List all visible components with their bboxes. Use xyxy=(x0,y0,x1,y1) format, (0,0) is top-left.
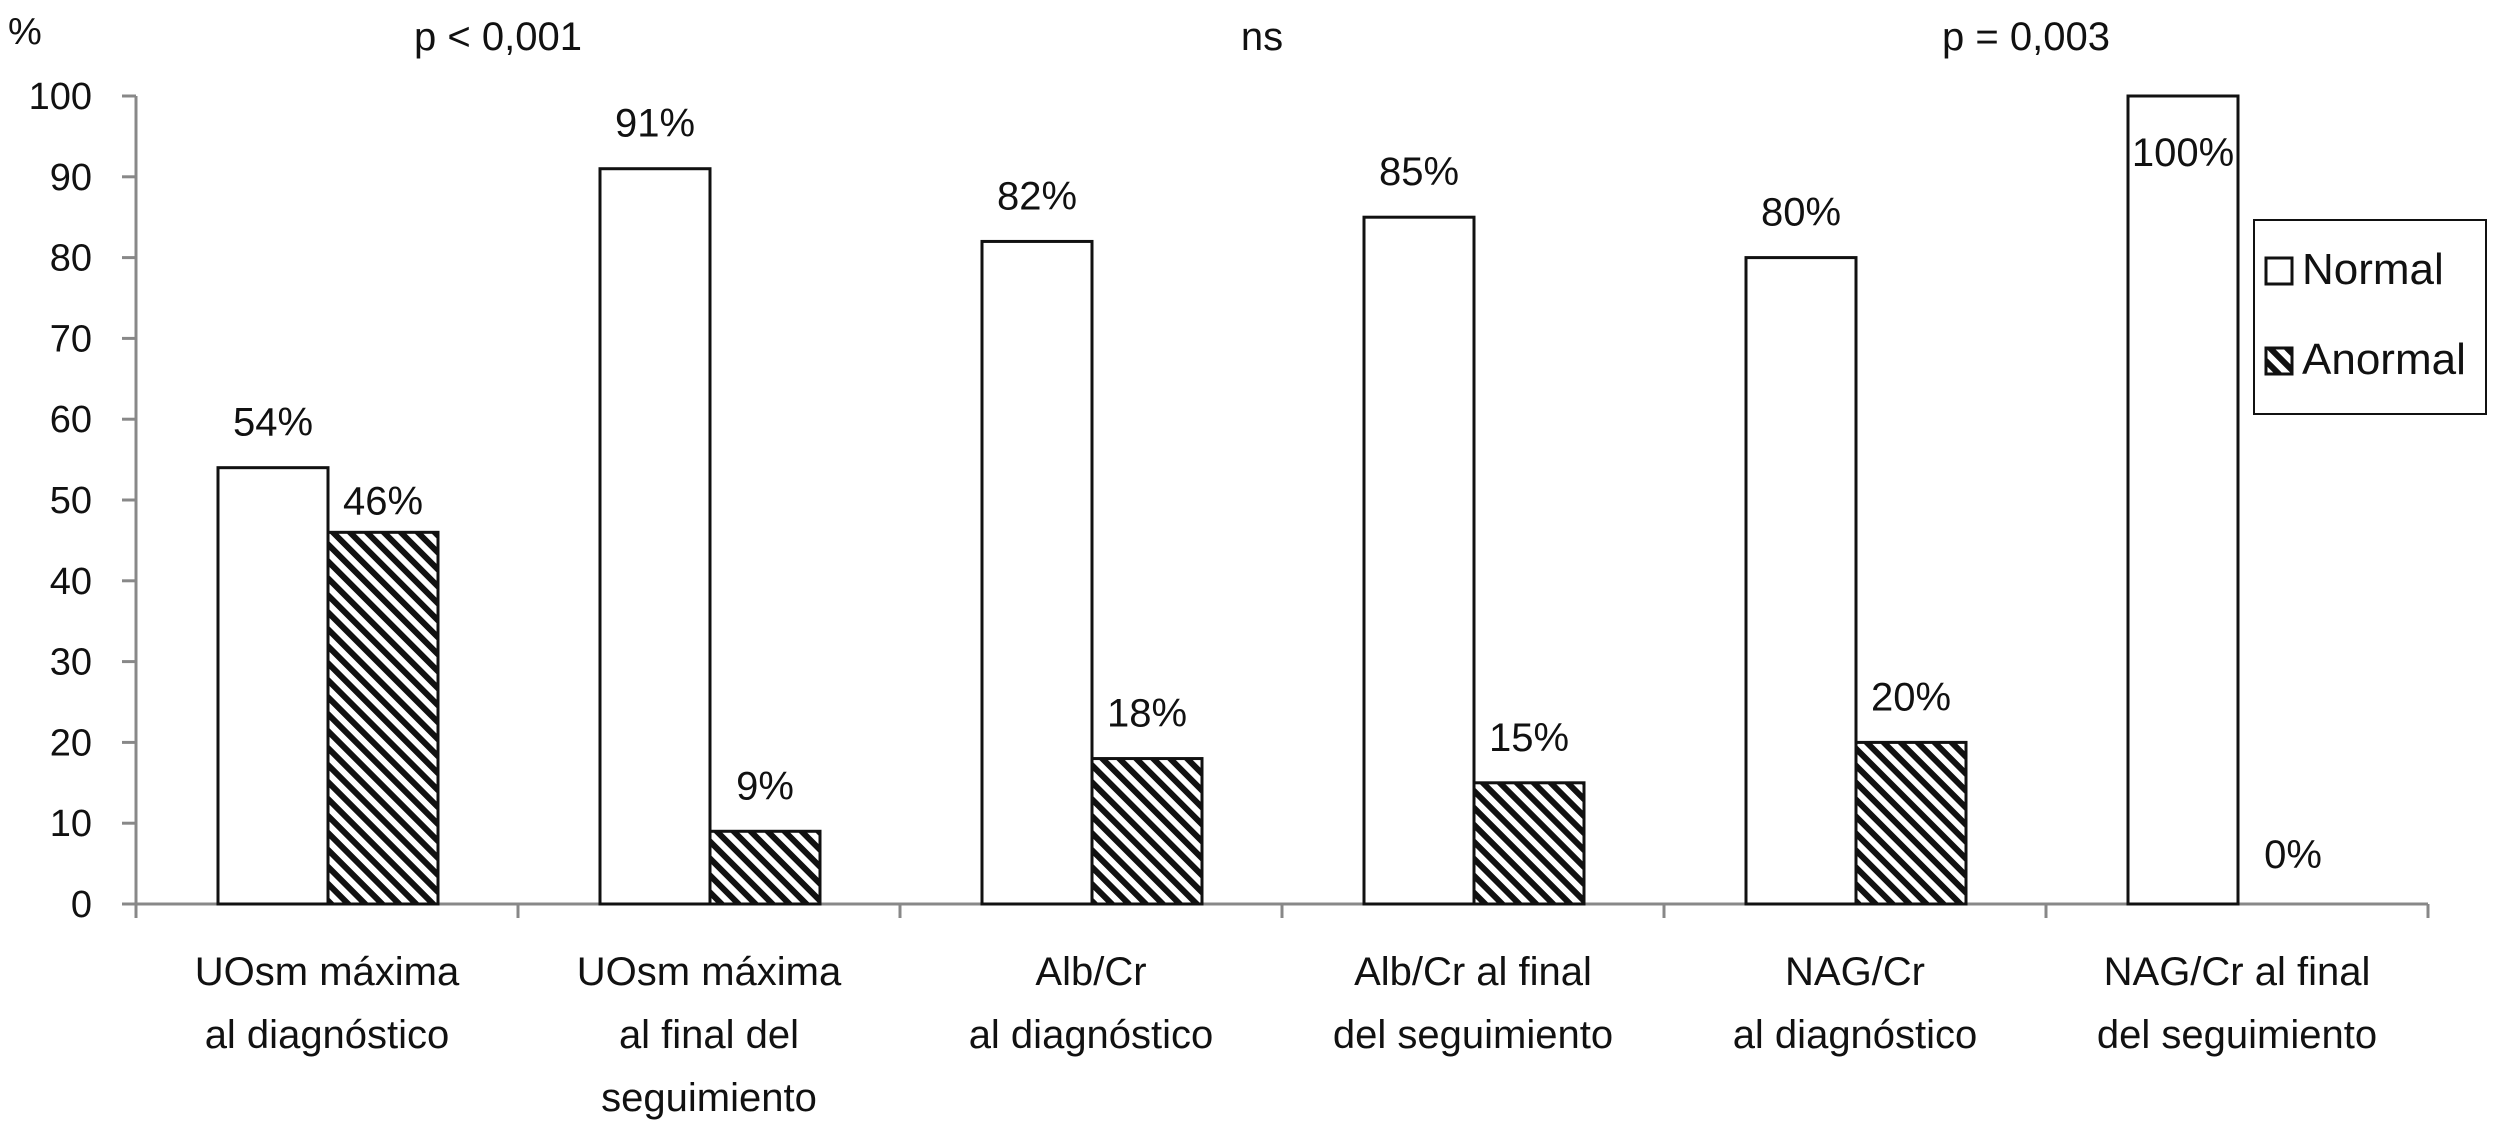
bars xyxy=(216,94,2240,906)
data-label-normal: 54% xyxy=(233,401,313,445)
category-label-line: al diagnóstico xyxy=(969,1013,1214,1057)
category-label: NAG/Cr al diagnóstico xyxy=(1733,950,1978,1057)
bar-normal xyxy=(1362,215,1476,906)
category-label-line: NAG/Cr xyxy=(1785,950,1925,994)
bar-anormal xyxy=(1854,740,1968,906)
category-label: Alb/Cr al final del seguimiento xyxy=(1333,950,1613,1057)
category-label-line: Alb/Cr xyxy=(1035,950,1146,994)
y-tick-label: 70 xyxy=(50,318,92,360)
y-tick-label: 100 xyxy=(29,76,92,118)
legend-label-anormal: Anormal xyxy=(2302,335,2466,384)
legend: Normal Anormal xyxy=(2253,219,2487,415)
p-value-annotations: p < 0,001 ns p = 0,003 xyxy=(414,15,2110,59)
category-labels: UOsm máxima al diagnóstico UOsm máxima al f… xyxy=(195,950,2377,1120)
data-label-anormal: 0% xyxy=(2264,833,2322,877)
data-label-normal: 80% xyxy=(1761,191,1841,235)
data-label-anormal: 18% xyxy=(1107,692,1187,736)
bar-normal xyxy=(1744,256,1858,906)
y-tick-label: 20 xyxy=(50,722,92,764)
category-label-line: Alb/Cr al final xyxy=(1354,950,1592,994)
legend-swatch-normal xyxy=(2264,256,2294,286)
category-label-line: UOsm máxima xyxy=(577,950,842,994)
data-labels: 54% 46% 91% 9% 82% 18% 85% 15% 80% 20% 100% 0% xyxy=(233,102,2322,877)
bar-anormal xyxy=(708,829,822,906)
category-label: NAG/Cr al final del seguimiento xyxy=(2097,950,2377,1057)
p-value-annotation: p < 0,001 xyxy=(414,15,582,59)
bar-normal xyxy=(216,466,330,906)
data-label-anormal: 46% xyxy=(343,479,423,523)
category-label-line: del seguimiento xyxy=(2097,1013,2377,1057)
category-label-line: al final del xyxy=(619,1013,799,1057)
category-label: Alb/Cr al diagnóstico xyxy=(969,950,1214,1057)
p-value-annotation: ns xyxy=(1241,15,1283,59)
y-tick-label: 40 xyxy=(50,561,92,603)
y-tick-label: 50 xyxy=(50,480,92,522)
data-label-anormal: 15% xyxy=(1489,716,1569,760)
category-label-line: UOsm máxima xyxy=(195,950,460,994)
axes: 0 10 20 30 40 50 60 70 80 90 100 xyxy=(29,76,2430,926)
legend-label-normal: Normal xyxy=(2302,245,2444,294)
data-label-normal: 100% xyxy=(2132,131,2234,175)
data-label-normal: 91% xyxy=(615,102,695,146)
category-label-line: seguimiento xyxy=(601,1076,817,1120)
bar-normal xyxy=(598,167,712,906)
bar-anormal xyxy=(1472,781,1586,906)
y-tick-label: 90 xyxy=(50,157,92,199)
legend-swatch-anormal xyxy=(2264,346,2294,376)
bar-normal xyxy=(980,239,1094,906)
data-label-normal: 82% xyxy=(997,174,1077,218)
category-label: UOsm máxima al diagnóstico xyxy=(195,950,460,1057)
y-tick-label: 30 xyxy=(50,642,92,684)
data-label-anormal: 9% xyxy=(736,764,794,808)
category-label-line: al diagnóstico xyxy=(1733,1013,1978,1057)
category-label-line: al diagnóstico xyxy=(205,1013,450,1057)
y-tick-label: 60 xyxy=(50,399,92,441)
y-axis-title: % xyxy=(8,11,42,53)
data-label-normal: 85% xyxy=(1379,150,1459,194)
category-label-line: del seguimiento xyxy=(1333,1013,1613,1057)
legend-box xyxy=(2253,219,2487,415)
y-tick-label: 10 xyxy=(50,803,92,845)
y-tick-label: 80 xyxy=(50,238,92,280)
data-label-anormal: 20% xyxy=(1871,675,1951,719)
bar-normal xyxy=(2126,94,2240,906)
category-label: UOsm máxima al final del seguimiento xyxy=(577,950,842,1120)
bar-anormal xyxy=(326,530,440,906)
category-label-line: NAG/Cr al final xyxy=(2104,950,2371,994)
p-value-annotation: p = 0,003 xyxy=(1942,15,2110,59)
bar-anormal xyxy=(1090,757,1204,906)
y-tick-label: 0 xyxy=(71,884,92,926)
